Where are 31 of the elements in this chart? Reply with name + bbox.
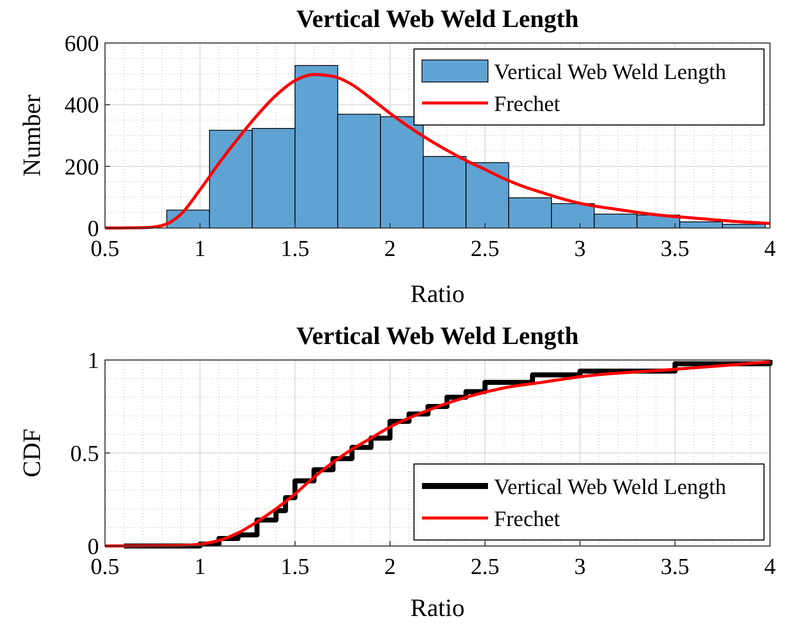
x-tick-label: 2: [384, 554, 396, 579]
x-tick-label: 3.5: [660, 554, 690, 579]
legend-label: Vertical Web Weld Length: [494, 474, 726, 499]
legend-label: Vertical Web Weld Length: [494, 59, 726, 84]
x-tick-label: 2: [384, 236, 396, 261]
x-tick-label: 1: [194, 554, 206, 579]
y-tick-label: 0.5: [70, 441, 99, 466]
x-tick-label: 2.5: [470, 554, 500, 579]
x-tick-label: 3: [574, 554, 586, 579]
y-tick-label: 0: [88, 216, 99, 241]
x-tick-label: 1.5: [280, 236, 310, 261]
x-axis-title: Ratio: [410, 281, 465, 308]
x-axis-title: Ratio: [410, 595, 465, 622]
y-axis-title: Number: [19, 94, 46, 176]
y-tick-label: 0: [88, 534, 99, 559]
y-tick-label: 400: [64, 92, 99, 118]
legend-label: Frechet: [494, 506, 560, 531]
x-tick-label: 2.5: [470, 236, 500, 261]
x-tick-label: 1.5: [280, 554, 310, 579]
chart-title: Vertical Web Weld Length: [296, 6, 579, 33]
y-tick-label: 600: [64, 31, 99, 56]
x-tick-label: 4: [764, 554, 776, 579]
x-tick-label: 3.5: [660, 236, 690, 261]
legend-label: Frechet: [494, 91, 560, 116]
y-tick-label: 1: [88, 348, 99, 373]
y-tick-label: 200: [64, 154, 99, 180]
x-tick-label: 1: [194, 236, 206, 261]
y-axis-title: CDF: [19, 428, 46, 478]
x-tick-label: 4: [764, 236, 776, 261]
chart-title: Vertical Web Weld Length: [296, 323, 579, 350]
x-tick-label: 3: [574, 236, 586, 261]
